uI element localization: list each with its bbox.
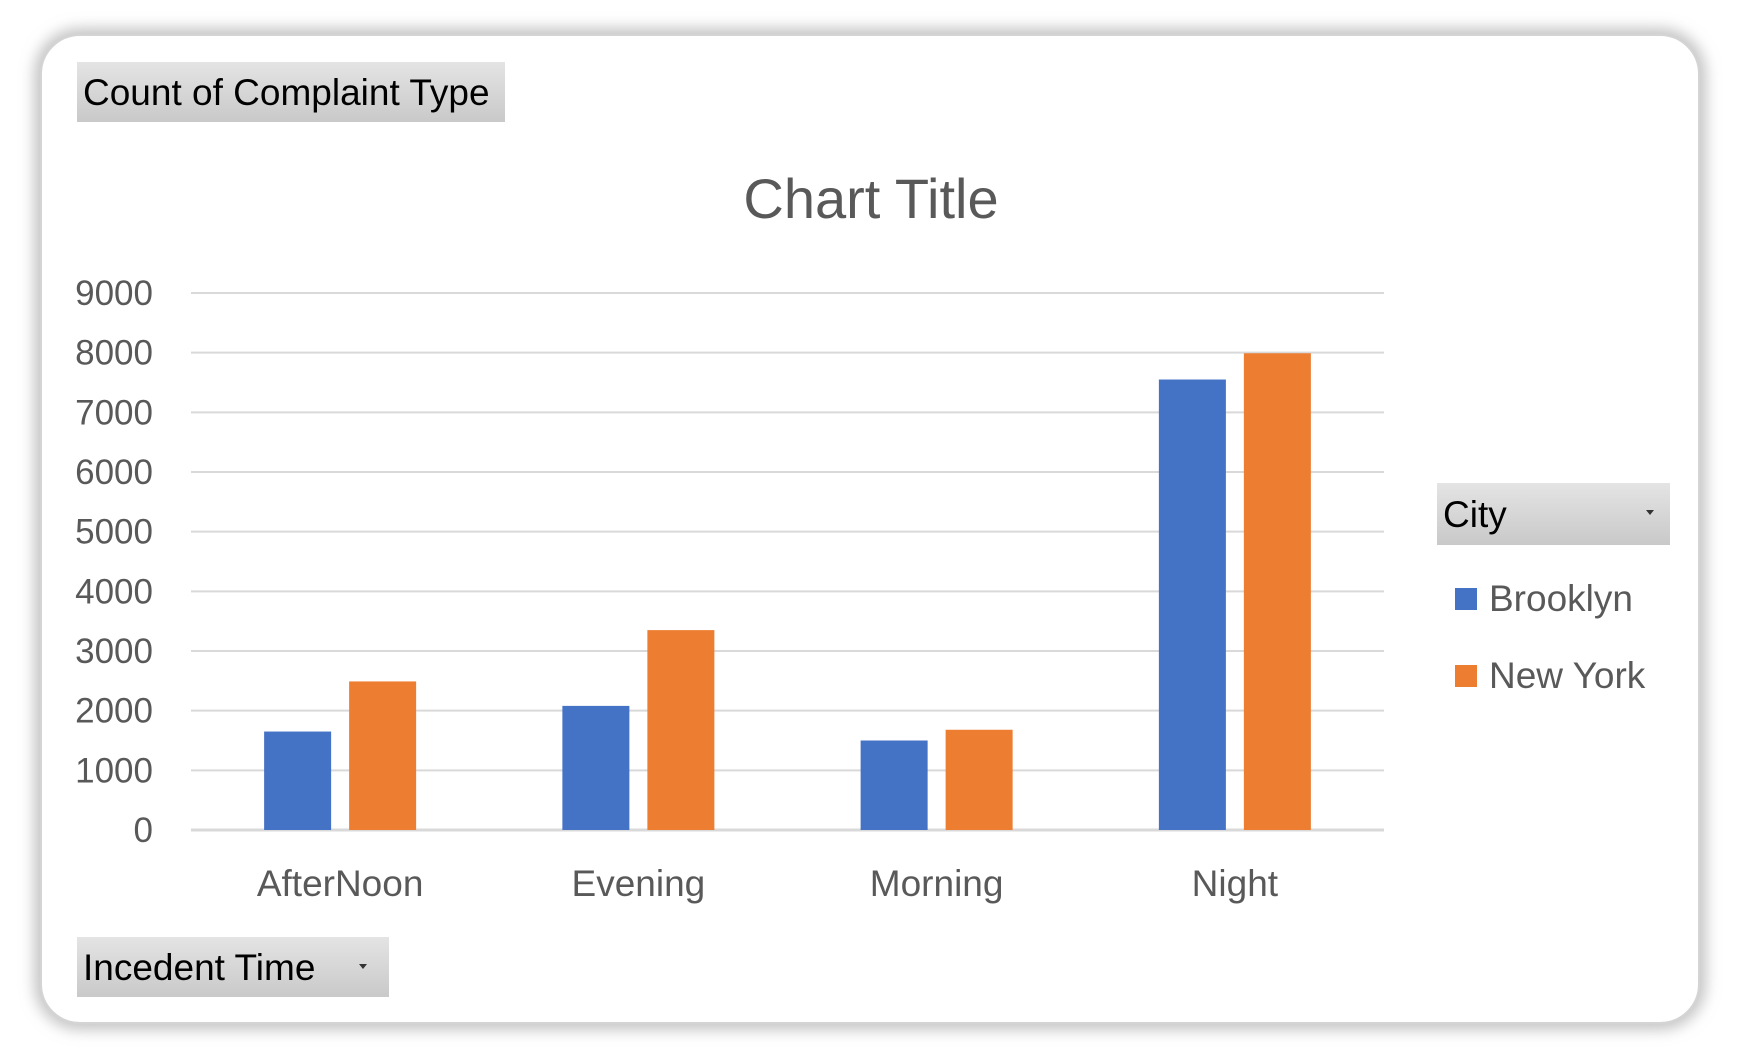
bar-brooklyn-morning[interactable] — [860, 740, 928, 831]
y-axis-tick-labels: 0 1000 2000 3000 4000 5000 6000 7000 8000 9000 — [75, 274, 153, 850]
y-tick-label: 5000 — [75, 513, 153, 552]
y-tick-label: 3000 — [75, 632, 153, 671]
legend-label: Brooklyn — [1489, 577, 1633, 619]
y-tick-label: 4000 — [75, 572, 153, 611]
x-category-label: Night — [1192, 863, 1279, 904]
legend: Brooklyn New York — [1455, 560, 1645, 714]
y-tick-label: 6000 — [75, 453, 153, 492]
incident-time-filter-dropdown[interactable]: Incedent Time — [77, 937, 389, 997]
x-category-label: AfterNoon — [257, 863, 424, 904]
y-tick-label: 8000 — [75, 334, 153, 373]
x-category-label: Evening — [572, 863, 706, 904]
bar-brooklyn-night[interactable] — [1158, 379, 1226, 830]
bar-new-york-morning[interactable] — [945, 729, 1013, 830]
bar-brooklyn-afternoon[interactable] — [264, 731, 332, 830]
chart-title: Chart Title — [743, 167, 998, 230]
y-tick-label: 9000 — [75, 274, 153, 313]
dropdown-arrow-icon[interactable] — [1646, 510, 1654, 515]
bar-new-york-evening[interactable] — [647, 630, 715, 830]
y-tick-label: 7000 — [75, 393, 153, 432]
y-tick-label: 2000 — [75, 692, 153, 731]
dropdown-arrow-icon[interactable] — [359, 964, 367, 969]
value-field-label: Count of Complaint Type — [83, 71, 490, 113]
y-tick-label: 0 — [134, 811, 153, 850]
city-filter-dropdown[interactable]: City — [1437, 483, 1670, 545]
bar-brooklyn-evening[interactable] — [562, 705, 630, 830]
chart-frame — [40, 34, 1700, 1024]
legend-swatch — [1455, 587, 1477, 610]
bar-new-york-afternoon[interactable] — [349, 681, 417, 830]
y-tick-label: 1000 — [75, 751, 153, 790]
legend-item[interactable]: New York — [1455, 637, 1645, 714]
bars — [264, 353, 1311, 830]
axis-field-label: Incedent Time — [83, 946, 316, 988]
legend-field-label: City — [1443, 493, 1507, 535]
legend-item[interactable]: Brooklyn — [1455, 560, 1645, 637]
value-field-button[interactable]: Count of Complaint Type — [77, 62, 505, 122]
x-category-label: Morning — [870, 863, 1004, 904]
legend-swatch — [1455, 664, 1477, 687]
legend-label: New York — [1489, 654, 1646, 696]
x-axis-category-labels: AfterNoon Evening Morning Night — [257, 863, 1279, 904]
bar-new-york-night[interactable] — [1243, 353, 1311, 830]
